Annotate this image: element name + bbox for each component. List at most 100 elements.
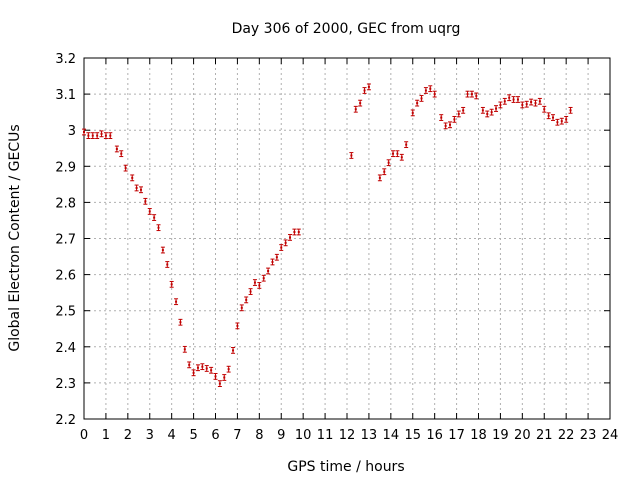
data-marker <box>396 152 399 155</box>
chart-title: Day 306 of 2000, GEC from uqrg <box>232 21 461 37</box>
data-point <box>551 114 556 121</box>
x-tick-label: 18 <box>470 428 487 443</box>
data-point <box>288 234 293 241</box>
x-tick-label: 8 <box>255 428 263 443</box>
data-marker <box>170 283 173 286</box>
data-marker <box>512 98 515 101</box>
data-marker <box>161 249 164 252</box>
x-tick-label: 6 <box>211 428 219 443</box>
data-marker <box>253 281 256 284</box>
y-tick-label: 3 <box>68 124 76 139</box>
data-marker <box>267 269 270 272</box>
data-marker <box>210 369 213 372</box>
x-tick-label: 12 <box>339 428 356 443</box>
data-point <box>469 90 474 98</box>
data-point <box>226 365 231 373</box>
data-marker <box>387 161 390 164</box>
data-point <box>386 159 391 167</box>
x-tick-label: 24 <box>602 428 619 443</box>
data-point <box>542 105 547 113</box>
data-marker <box>289 236 292 239</box>
data-point <box>195 364 200 372</box>
data-marker <box>183 348 186 351</box>
data-point <box>257 282 262 289</box>
data-point <box>456 110 461 118</box>
data-marker <box>240 306 243 309</box>
x-tick-label: 17 <box>448 428 465 443</box>
data-point <box>529 98 534 106</box>
data-point <box>95 132 100 140</box>
x-tick-label: 4 <box>168 428 176 443</box>
data-point <box>108 132 113 140</box>
data-point <box>461 106 466 114</box>
data-point <box>448 121 453 129</box>
data-marker <box>350 154 353 157</box>
data-marker <box>508 96 511 99</box>
data-point <box>568 106 573 114</box>
data-point <box>213 373 218 380</box>
data-marker <box>354 108 357 111</box>
data-marker <box>405 143 408 146</box>
data-marker <box>556 121 559 124</box>
data-point <box>239 304 244 312</box>
data-marker <box>475 94 478 97</box>
data-point <box>292 228 297 236</box>
y-axis-label: Global Electron Content / GECUs <box>7 124 23 351</box>
y-tick-label: 2.2 <box>55 413 76 428</box>
data-marker <box>104 134 107 137</box>
data-marker <box>297 231 300 234</box>
data-point <box>358 99 363 107</box>
data-marker <box>262 277 265 280</box>
x-tick-label: 2 <box>124 428 132 443</box>
data-marker <box>449 123 452 126</box>
data-marker <box>166 263 169 266</box>
data-point <box>432 90 437 98</box>
x-tick-label: 14 <box>383 428 400 443</box>
data-point <box>546 112 551 120</box>
data-point <box>443 122 448 130</box>
x-axis-label: GPS time / hours <box>287 459 404 475</box>
y-tick-label: 3.1 <box>55 88 76 103</box>
data-marker <box>91 134 94 137</box>
data-point <box>217 380 222 388</box>
data-marker <box>214 375 217 378</box>
data-point <box>485 110 490 118</box>
data-marker <box>534 102 537 105</box>
data-marker <box>280 246 283 249</box>
x-tick-label: 5 <box>189 428 197 443</box>
data-marker <box>157 226 160 229</box>
data-marker <box>236 324 239 327</box>
data-marker <box>275 256 278 259</box>
data-point <box>439 114 444 121</box>
data-point <box>480 106 485 114</box>
data-point <box>419 95 424 102</box>
data-marker <box>411 111 414 114</box>
data-point <box>123 164 128 172</box>
data-marker <box>192 371 195 374</box>
y-tick-label: 2.7 <box>55 233 76 248</box>
data-marker <box>87 134 90 137</box>
data-point <box>244 296 249 304</box>
y-tick-label: 2.8 <box>55 196 76 211</box>
data-marker <box>440 116 443 119</box>
data-marker <box>378 176 381 179</box>
data-point <box>366 83 371 91</box>
data-marker <box>115 147 118 150</box>
data-marker <box>100 132 103 135</box>
data-point <box>204 365 209 372</box>
data-marker <box>124 167 127 170</box>
data-marker <box>420 97 423 100</box>
data-point <box>119 150 124 158</box>
data-point <box>415 99 420 107</box>
data-point <box>564 115 569 123</box>
data-marker <box>525 103 528 106</box>
data-marker <box>503 100 506 103</box>
data-points <box>82 83 573 388</box>
data-marker <box>363 89 366 92</box>
data-point <box>283 239 288 247</box>
data-point <box>498 101 503 109</box>
data-marker <box>552 116 555 119</box>
data-marker <box>433 93 436 96</box>
data-point <box>169 280 174 288</box>
